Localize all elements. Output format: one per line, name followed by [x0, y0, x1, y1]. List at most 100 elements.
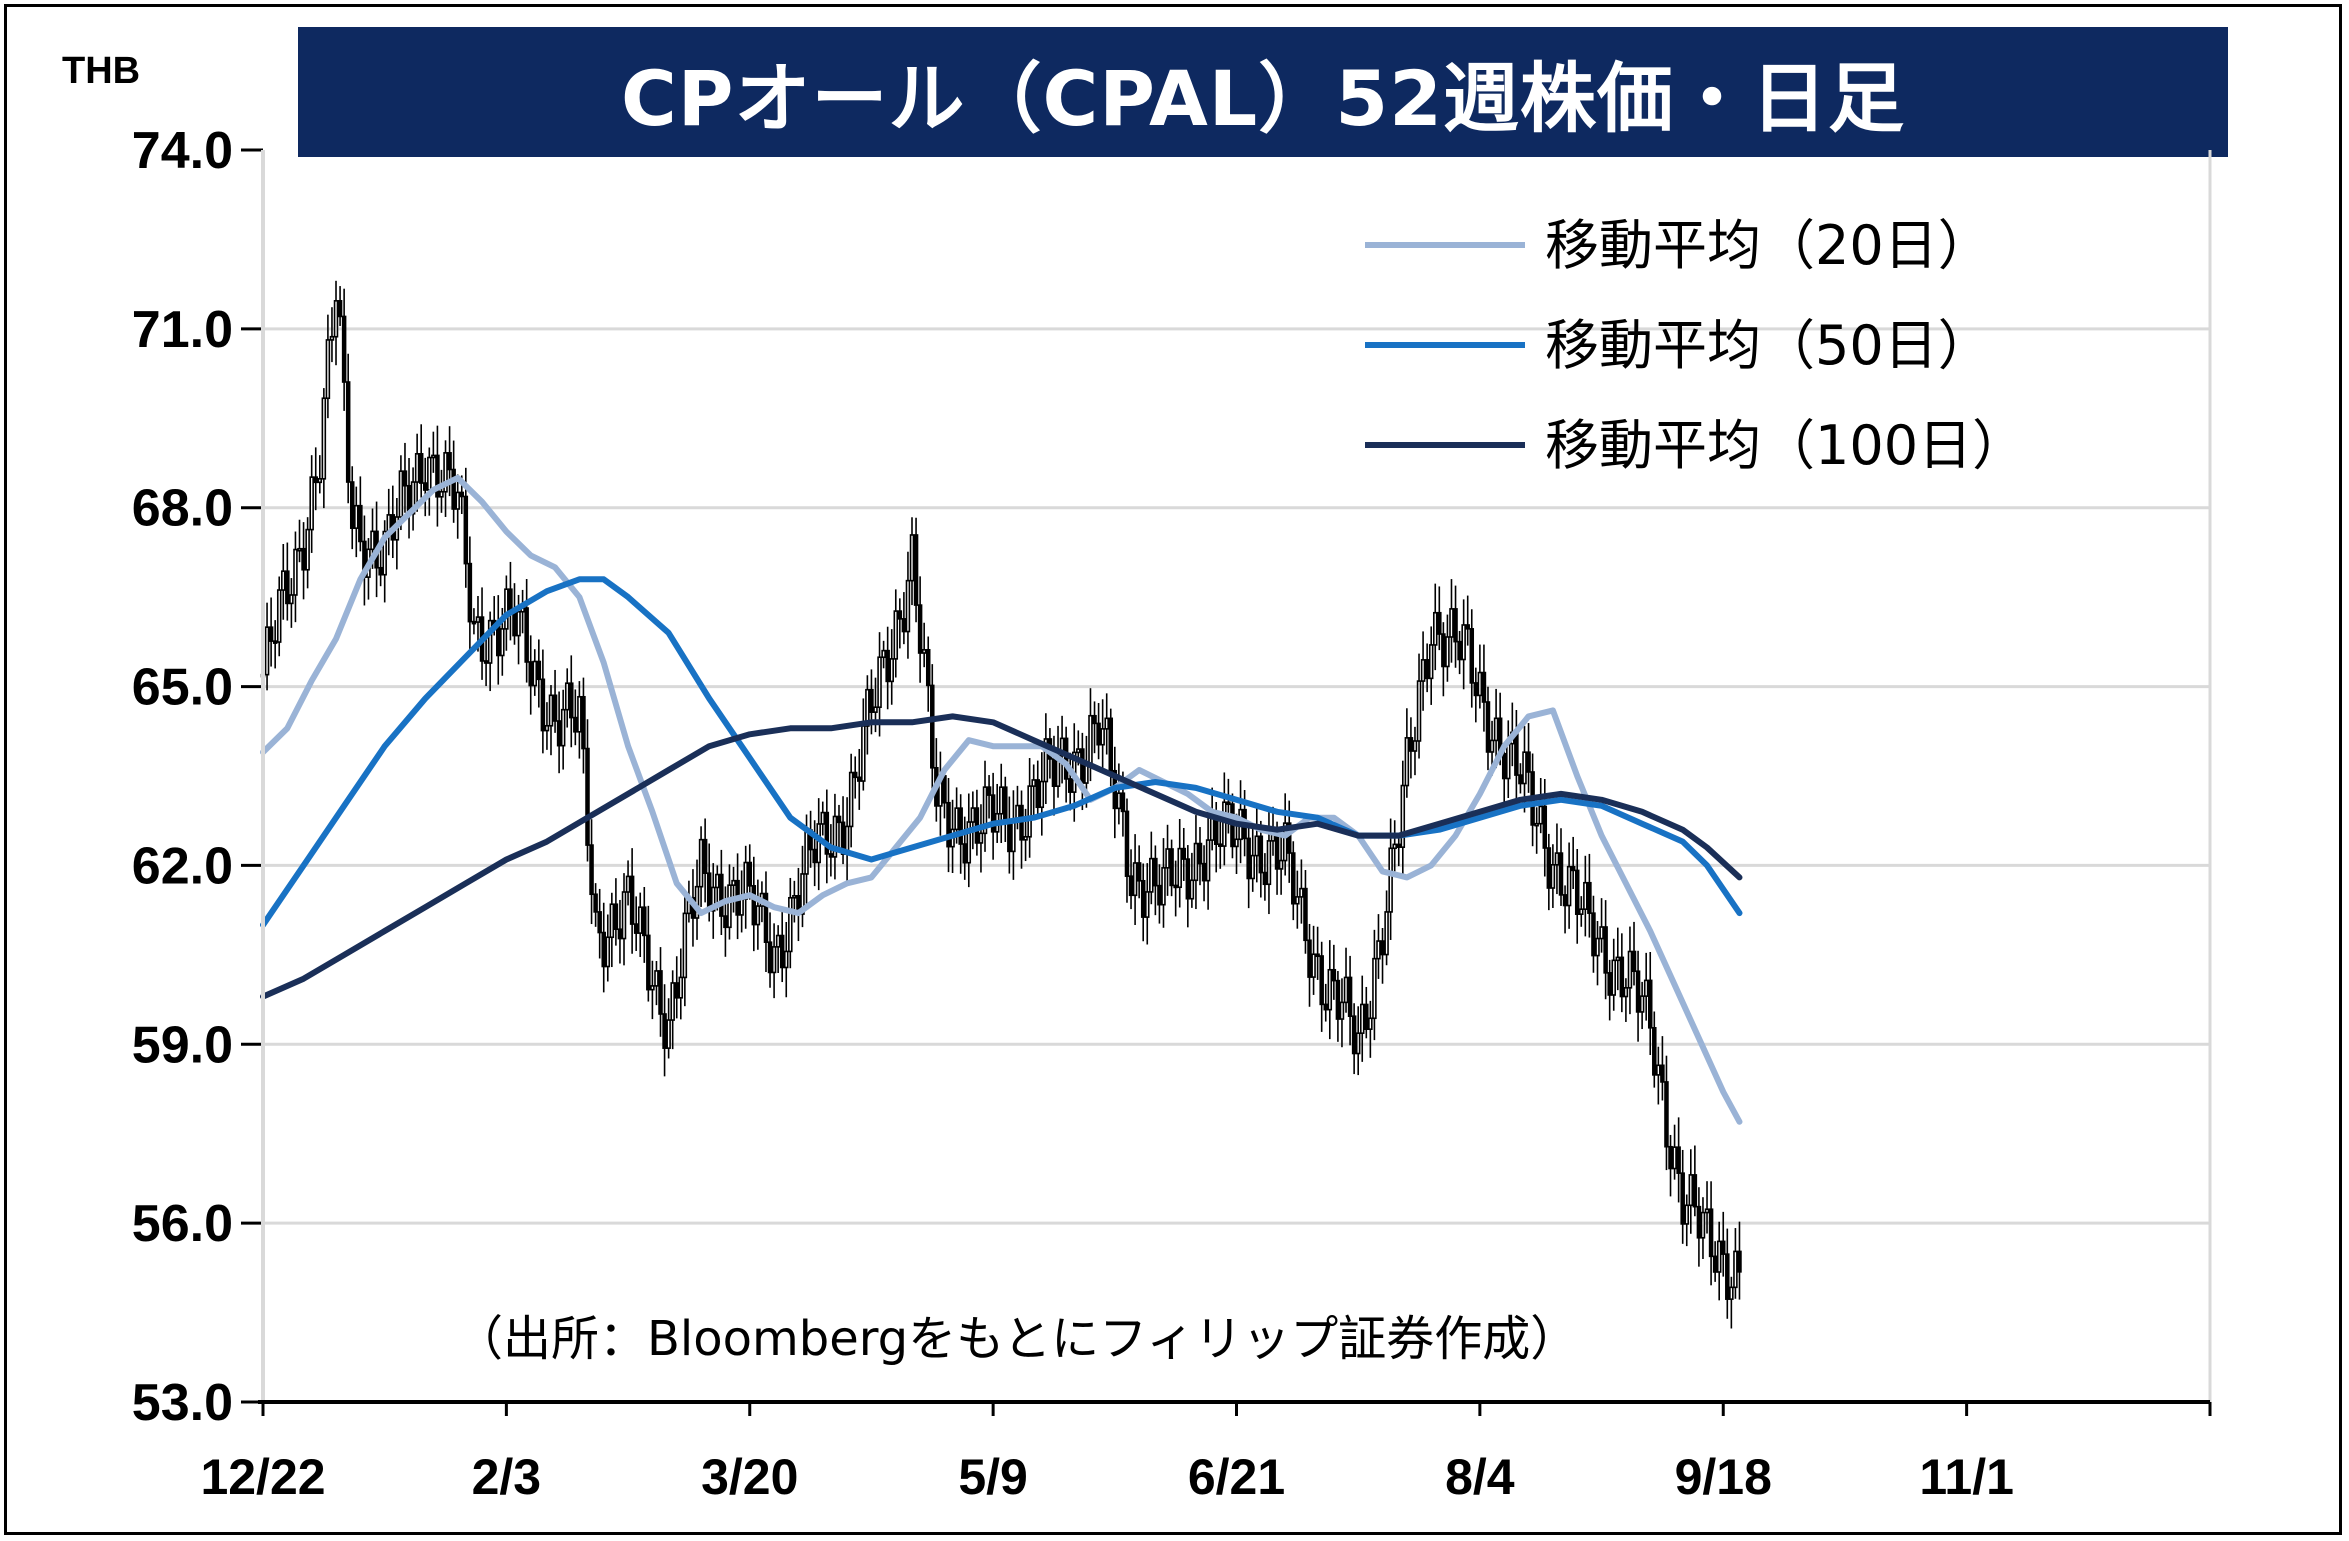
- gridlines: [263, 150, 2212, 1402]
- candle-body: [1315, 953, 1320, 958]
- candle-body: [1145, 891, 1150, 918]
- candle-body: [544, 724, 550, 732]
- candle-body: [1254, 835, 1260, 857]
- candle-body: [739, 898, 744, 916]
- candle-body: [305, 528, 310, 571]
- candle-body: [524, 607, 529, 663]
- candle-body: [958, 807, 963, 845]
- candle-body: [966, 821, 972, 864]
- candle-body: [422, 482, 428, 491]
- candle-body: [719, 873, 724, 917]
- candle-body: [642, 906, 647, 937]
- candle-body: [451, 468, 456, 510]
- candle-body: [301, 547, 306, 571]
- candle-body: [1607, 972, 1612, 996]
- candle-body: [1708, 1208, 1714, 1258]
- candle-body: [1449, 608, 1454, 638]
- candle-body: [1534, 822, 1539, 827]
- candle-body: [877, 656, 882, 709]
- candle-body: [1136, 862, 1142, 882]
- candle-body: [1076, 748, 1081, 754]
- candle-body: [1404, 737, 1410, 787]
- chart-frame: [4, 4, 2342, 1535]
- candle-body: [1384, 911, 1389, 956]
- candle-body: [917, 604, 923, 654]
- candle-body: [617, 928, 623, 940]
- candle-body: [1461, 624, 1466, 661]
- candle-body: [1364, 1003, 1369, 1030]
- candle-body: [512, 610, 517, 637]
- candle-body: [1303, 887, 1308, 942]
- candle-body: [358, 504, 363, 543]
- candle-body: [431, 454, 436, 459]
- candle-body: [755, 905, 761, 926]
- candle-body: [727, 884, 732, 929]
- candle-body: [560, 708, 566, 747]
- candle-body: [1501, 752, 1507, 780]
- candle-body: [1088, 714, 1093, 766]
- candle-body: [1437, 611, 1442, 635]
- candle-body: [398, 470, 404, 518]
- candle-body: [1672, 1146, 1677, 1170]
- candle-body: [1197, 842, 1203, 865]
- candle-body: [1692, 1174, 1698, 1208]
- candle-body: [909, 534, 915, 582]
- candle-body: [629, 875, 635, 925]
- candle-body: [1631, 950, 1637, 973]
- candle-body: [1339, 1001, 1345, 1020]
- candle-body: [775, 934, 781, 948]
- candle-body: [792, 895, 797, 899]
- candle-body: [715, 873, 720, 889]
- candle-body: [1193, 842, 1199, 882]
- x-tick-label: 2/3: [472, 1449, 542, 1505]
- candle-body: [1140, 879, 1146, 918]
- candle-body: [268, 626, 274, 642]
- candle-body: [349, 481, 355, 529]
- candle-body: [487, 619, 493, 664]
- candle-body: [1485, 701, 1491, 753]
- candle-body: [1323, 1003, 1328, 1011]
- candle-body: [1412, 740, 1418, 752]
- candle-body: [1368, 1017, 1373, 1030]
- candle-body: [1351, 1015, 1357, 1055]
- candle-body: [613, 903, 619, 931]
- candle-body: [402, 470, 408, 487]
- y-tick-label: 62.0: [132, 837, 233, 895]
- candle-body: [1295, 896, 1300, 905]
- candle-body: [828, 853, 834, 858]
- candle-body: [990, 794, 996, 833]
- y-tick-label: 59.0: [132, 1016, 233, 1074]
- candle-body: [779, 934, 785, 969]
- candle-body: [1080, 748, 1085, 784]
- candle-body: [317, 478, 323, 484]
- candle-body: [1639, 995, 1645, 1013]
- candle-body: [285, 570, 290, 605]
- candle-body: [418, 453, 424, 484]
- x-tick-label: 9/18: [1675, 1449, 1772, 1505]
- candle-body: [1428, 644, 1434, 680]
- candle-body: [1019, 804, 1024, 841]
- candle-body: [1250, 854, 1255, 880]
- candle-body: [1380, 940, 1385, 956]
- candle-body: [569, 682, 574, 719]
- candle-body: [1664, 1081, 1669, 1148]
- candle-body: [942, 775, 947, 804]
- candle-body: [857, 776, 862, 782]
- candle-body: [496, 623, 501, 657]
- candle-body: [1161, 867, 1166, 906]
- candle-body: [1246, 837, 1251, 880]
- candle-body: [1591, 912, 1596, 957]
- candle-body: [1201, 862, 1207, 882]
- candle-body: [1011, 818, 1016, 853]
- candle-body: [528, 661, 533, 687]
- candle-body: [1396, 843, 1402, 848]
- candle-body: [439, 490, 444, 498]
- candle-body: [1538, 805, 1543, 825]
- candle-body: [581, 695, 586, 750]
- candle-body: [998, 786, 1004, 815]
- candle-body: [1688, 1174, 1694, 1207]
- candle-body: [869, 688, 874, 713]
- candle-body: [329, 335, 335, 341]
- candle-body: [1124, 810, 1130, 877]
